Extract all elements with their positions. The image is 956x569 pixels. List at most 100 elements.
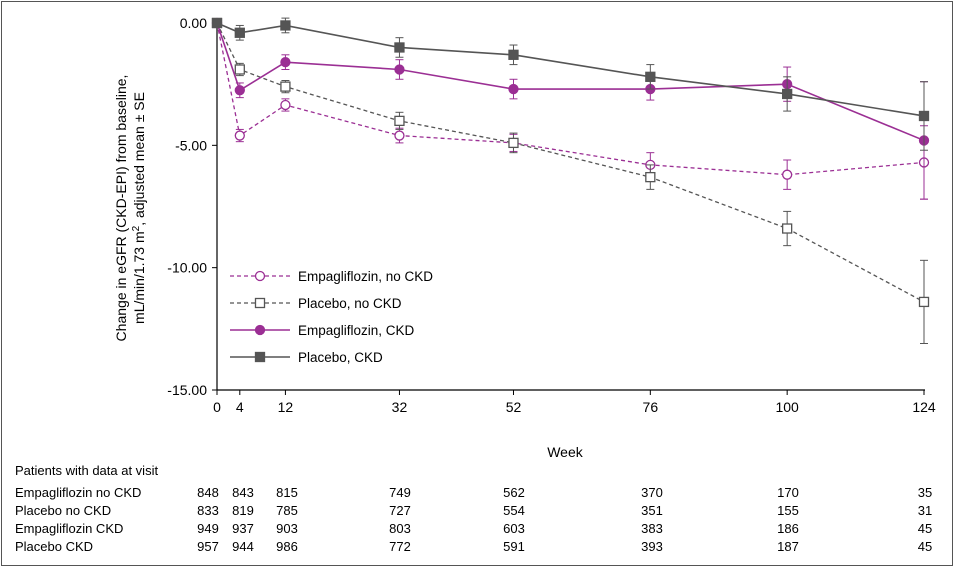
legend-entry: Empagliflozin, no CKD xyxy=(230,269,433,284)
legend-label: Empagliflozin, CKD xyxy=(298,323,415,338)
table-cell: 393 xyxy=(641,539,663,554)
series-empagliflozin-ckd xyxy=(211,17,930,200)
data-point-marker xyxy=(782,169,793,180)
table-cell: 833 xyxy=(197,503,219,518)
data-point-marker xyxy=(234,64,245,75)
y-tick-label: 0.00 xyxy=(180,15,207,31)
x-tick-label: 32 xyxy=(392,399,408,415)
series-line xyxy=(216,22,925,303)
table-cell: 35 xyxy=(918,485,932,500)
table-row: Placebo CKD 957 944 986 772 591 393 187 45 xyxy=(15,539,932,554)
data-point-marker xyxy=(280,99,291,111)
data-point-marker xyxy=(280,56,291,68)
data-point-marker xyxy=(254,351,266,363)
legend-label: Placebo, no CKD xyxy=(298,296,402,311)
table-cell: 937 xyxy=(232,521,254,536)
series-layer xyxy=(211,17,930,345)
table-cell: 31 xyxy=(918,503,932,518)
y-axis-label-line1: Change in eGFR (CKD-EPI) from baseline, xyxy=(113,75,129,342)
data-point-marker xyxy=(394,130,405,141)
data-point-marker xyxy=(645,71,656,82)
table-cell: 187 xyxy=(777,539,799,554)
table-cell: 155 xyxy=(777,503,799,518)
y-ticks: 0.00 -5.00 -10.00 -15.00 xyxy=(167,15,217,398)
data-point-marker xyxy=(394,42,405,53)
x-tick-label: 12 xyxy=(278,399,294,415)
table-cell: 370 xyxy=(641,485,663,500)
data-point-marker xyxy=(211,17,223,29)
table-cell: 749 xyxy=(389,485,411,500)
table-row: Placebo no CKD 833 819 785 727 554 351 155 31 xyxy=(15,503,932,518)
x-ticks: 0 4 12 32 52 76 100 124 xyxy=(213,390,936,415)
x-tick-label: 52 xyxy=(506,399,522,415)
series-placebo-ckd xyxy=(211,17,930,151)
data-point-marker xyxy=(782,88,793,100)
data-point-marker xyxy=(782,223,793,234)
table-row-label: Empagliflozin CKD xyxy=(15,521,123,536)
legend: Empagliflozin, no CKD Placebo, no CKD Empa… xyxy=(230,269,433,365)
series-line xyxy=(216,22,925,176)
y-axis-label: Change in eGFR (CKD-EPI) from baseline, … xyxy=(113,75,147,342)
legend-entry: Empagliflozin, CKD xyxy=(230,323,415,338)
table-row-label: Placebo no CKD xyxy=(15,503,111,518)
table-cell: 45 xyxy=(918,539,932,554)
series-empagliflozin-no-ckd xyxy=(211,17,930,200)
data-point-marker xyxy=(918,110,930,122)
x-tick-label: 0 xyxy=(213,399,221,415)
legend-label: Placebo, CKD xyxy=(298,350,383,365)
table-cell: 562 xyxy=(503,485,525,500)
data-point-marker xyxy=(508,137,519,149)
table-cell: 944 xyxy=(232,539,254,554)
table-row: Empagliflozin no CKD 848 843 815 749 562 370 17… xyxy=(15,485,932,500)
data-point-marker xyxy=(280,81,291,92)
table-row: Empagliflozin CKD 949 937 903 803 603 383 186 45 xyxy=(15,521,932,536)
x-tick-label: 76 xyxy=(643,399,659,415)
table-cell: 603 xyxy=(503,521,525,536)
table-cell: 186 xyxy=(777,521,799,536)
table-cell: 170 xyxy=(777,485,799,500)
data-point-marker xyxy=(394,115,405,127)
data-point-marker xyxy=(234,130,245,141)
table-cell: 383 xyxy=(641,521,663,536)
x-tick-label: 124 xyxy=(912,399,936,415)
table-cell: 986 xyxy=(276,539,298,554)
table-cell: 843 xyxy=(232,485,254,500)
data-point-marker xyxy=(234,85,245,96)
data-point-marker xyxy=(508,49,519,60)
y-axis-label-line2: mL/min/1.73 m2, adjusted mean ± SE xyxy=(131,92,148,324)
table-cell: 591 xyxy=(503,539,525,554)
data-point-marker xyxy=(254,324,266,336)
table-cell: 949 xyxy=(197,521,219,536)
legend-label: Empagliflozin, no CKD xyxy=(298,269,433,284)
table-cell: 819 xyxy=(232,503,254,518)
table-cell: 45 xyxy=(918,521,932,536)
series-line xyxy=(216,22,925,142)
y-tick-label: -10.00 xyxy=(167,260,207,276)
table-cell: 848 xyxy=(197,485,219,500)
table-title: Patients with data at visit xyxy=(15,463,158,478)
data-point-marker xyxy=(508,83,519,95)
patients-table: Patients with data at visit Empagliflozin… xyxy=(15,463,932,554)
x-axis-label: Week xyxy=(547,444,584,460)
data-point-marker xyxy=(254,270,266,282)
table-cell: 815 xyxy=(276,485,298,500)
y-tick-label: -15.00 xyxy=(167,382,207,398)
table-cell: 785 xyxy=(276,503,298,518)
legend-entry: Placebo, no CKD xyxy=(230,296,402,311)
data-point-marker xyxy=(918,296,930,308)
table-cell: 803 xyxy=(389,521,411,536)
table-cell: 957 xyxy=(197,539,219,554)
series-line xyxy=(216,22,925,117)
table-cell: 351 xyxy=(641,503,663,518)
table-cell: 727 xyxy=(389,503,411,518)
x-tick-label: 100 xyxy=(775,399,799,415)
series-placebo-no-ckd xyxy=(211,17,930,345)
legend-entry: Placebo, CKD xyxy=(230,350,383,365)
data-point-marker xyxy=(254,297,266,309)
data-point-marker xyxy=(394,64,405,75)
table-cell: 903 xyxy=(276,521,298,536)
table-row-label: Placebo CKD xyxy=(15,539,93,554)
data-point-marker xyxy=(280,20,291,31)
